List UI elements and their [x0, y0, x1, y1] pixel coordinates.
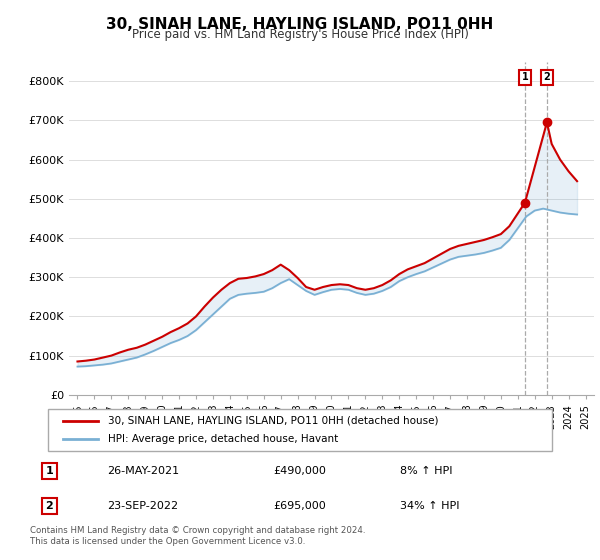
- Text: £695,000: £695,000: [273, 501, 326, 511]
- Text: Price paid vs. HM Land Registry's House Price Index (HPI): Price paid vs. HM Land Registry's House …: [131, 28, 469, 41]
- Text: HPI: Average price, detached house, Havant: HPI: Average price, detached house, Hava…: [109, 434, 339, 444]
- Text: 23-SEP-2022: 23-SEP-2022: [107, 501, 178, 511]
- Text: Contains HM Land Registry data © Crown copyright and database right 2024.
This d: Contains HM Land Registry data © Crown c…: [30, 526, 365, 546]
- Text: 30, SINAH LANE, HAYLING ISLAND, PO11 0HH (detached house): 30, SINAH LANE, HAYLING ISLAND, PO11 0HH…: [109, 416, 439, 426]
- Text: 2: 2: [46, 501, 53, 511]
- Text: 30, SINAH LANE, HAYLING ISLAND, PO11 0HH: 30, SINAH LANE, HAYLING ISLAND, PO11 0HH: [106, 17, 494, 32]
- Text: 34% ↑ HPI: 34% ↑ HPI: [400, 501, 460, 511]
- Text: 1: 1: [521, 72, 528, 82]
- Text: 1: 1: [46, 466, 53, 476]
- Text: 2: 2: [544, 72, 550, 82]
- FancyBboxPatch shape: [48, 409, 552, 451]
- Text: 26-MAY-2021: 26-MAY-2021: [107, 466, 179, 476]
- Text: 8% ↑ HPI: 8% ↑ HPI: [400, 466, 452, 476]
- Text: £490,000: £490,000: [273, 466, 326, 476]
